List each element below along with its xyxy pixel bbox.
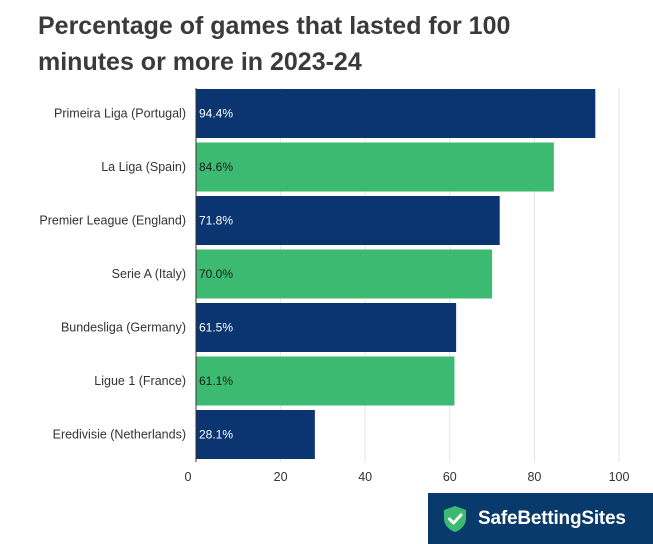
bar bbox=[196, 89, 596, 138]
x-axis-ticks: 0 20 40 60 80 100 bbox=[185, 470, 630, 484]
x-tick-label: 0 bbox=[185, 470, 192, 484]
category-label: Bundesliga (Germany) bbox=[61, 321, 186, 335]
category-label: Ligue 1 (France) bbox=[94, 374, 186, 388]
x-tick-label: 20 bbox=[274, 470, 288, 484]
bar bbox=[196, 356, 455, 406]
category-label: La Liga (Spain) bbox=[101, 160, 186, 174]
x-tick-label: 40 bbox=[358, 470, 372, 484]
category-label: Premier League (England) bbox=[39, 214, 186, 228]
bar bbox=[196, 196, 500, 245]
bars: 94.4% 84.6% 71.8% 70.0% 61.5% 61.1% 28.1% bbox=[196, 89, 596, 459]
x-tick-label: 100 bbox=[609, 470, 630, 484]
category-label: Eredivisie (Netherlands) bbox=[53, 428, 186, 442]
bar-value-label: 61.1% bbox=[199, 374, 233, 388]
category-label: Primeira Liga (Portugal) bbox=[54, 107, 186, 121]
bar-value-label: 71.8% bbox=[199, 214, 233, 228]
category-label: Serie A (Italy) bbox=[112, 267, 186, 281]
brand-name: SafeBettingSites bbox=[478, 507, 626, 529]
bar bbox=[196, 249, 493, 299]
bar-value-label: 70.0% bbox=[199, 267, 233, 281]
bar bbox=[196, 303, 457, 352]
bar-value-label: 84.6% bbox=[199, 160, 233, 174]
bar bbox=[196, 410, 315, 459]
brand-logo: SafeBettingSites bbox=[428, 493, 653, 544]
shield-check-icon bbox=[444, 505, 466, 532]
bar-value-label: 61.5% bbox=[199, 321, 233, 335]
bar-value-label: 28.1% bbox=[199, 428, 233, 442]
x-tick-label: 60 bbox=[443, 470, 457, 484]
bar-value-label: 94.4% bbox=[199, 107, 233, 121]
category-labels: Primeira Liga (Portugal) La Liga (Spain) P… bbox=[39, 107, 186, 442]
x-tick-label: 80 bbox=[527, 470, 541, 484]
bar bbox=[196, 142, 554, 192]
bar-chart: 94.4% 84.6% 71.8% 70.0% 61.5% 61.1% 28.1% Prim… bbox=[39, 88, 630, 484]
chart-title: Percentage of games that lasted for 100 … bbox=[38, 12, 511, 76]
